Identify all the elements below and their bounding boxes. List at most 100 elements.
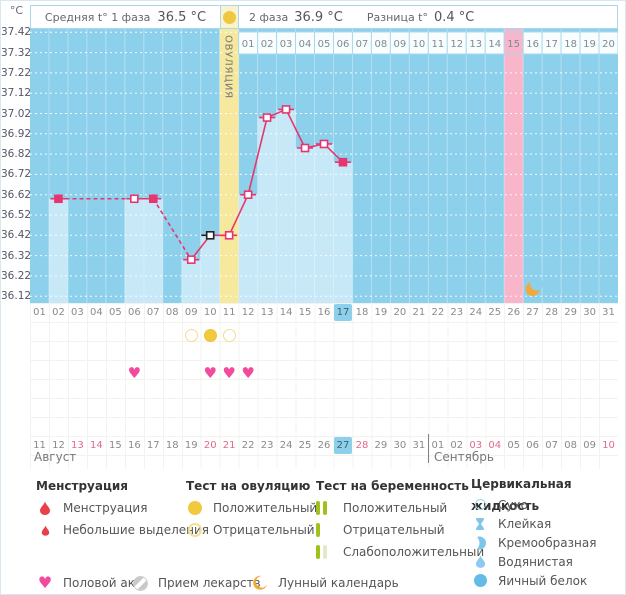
calendar-date: 27 — [333, 437, 353, 454]
legend-item: Водянистая — [471, 552, 625, 571]
y-axis-unit: °C — [9, 4, 23, 17]
legend-medication: Прием лекарств — [131, 573, 261, 593]
svg-text:10: 10 — [412, 39, 425, 50]
ovulation-header-cell — [220, 6, 239, 28]
cf-creamy-icon — [471, 536, 489, 550]
y-axis-tick: 36.12 — [1, 290, 32, 303]
calendar-date: 22 — [241, 440, 255, 451]
calendar-date: 13 — [71, 440, 84, 451]
legend-item-label: Небольшие выделения — [63, 523, 210, 537]
intercourse-heart-icon: ♥ — [222, 364, 236, 382]
legend-title: Тест на беременность — [316, 479, 469, 493]
legend-item: Отрицательный — [316, 519, 484, 541]
calendar-date: 26 — [317, 440, 331, 451]
ovulation-negative-icon — [186, 523, 204, 537]
svg-text:08: 08 — [375, 39, 388, 50]
pregnancy-positive-bars-icon — [316, 501, 334, 515]
svg-text:20: 20 — [602, 39, 615, 50]
y-axis-tick: 36.22 — [1, 269, 32, 282]
pregnancy-negative-bar-icon — [316, 523, 334, 537]
legend-item-label: Половой акт — [63, 576, 142, 590]
calendar-date: 19 — [184, 440, 198, 451]
avg-phase1-label: Средняя t° 1 фаза — [44, 10, 151, 24]
y-axis-tick: 36.82 — [1, 148, 32, 161]
svg-text:04: 04 — [299, 39, 312, 50]
calendar-date: 24 — [279, 440, 293, 451]
calendar-date: 07 — [545, 440, 558, 451]
cf-watery-icon — [471, 555, 489, 568]
cycle-day-label: 17 — [333, 304, 353, 321]
phase2-value: 36.9 °C — [294, 9, 343, 25]
cycle-day-label: 07 — [146, 307, 160, 318]
intercourse-heart-icon: ♥ — [203, 364, 217, 382]
cycle-day-label: 23 — [450, 307, 464, 318]
calendar-date: 10 — [602, 440, 615, 451]
cycle-day-label: 05 — [108, 307, 122, 318]
legend-item: Слабоположительный — [316, 541, 484, 563]
cycle-day-label: 27 — [526, 307, 540, 318]
diff-value: 0.4 °C — [434, 9, 475, 25]
y-axis-tick: 37.42 — [1, 26, 32, 39]
svg-text:19: 19 — [583, 39, 596, 50]
ovulation-positive-icon — [186, 501, 204, 515]
cycle-day-label: 11 — [222, 307, 236, 318]
legend-item-label: Сухо — [498, 497, 528, 512]
legend-item: Клейкая — [471, 514, 625, 533]
cycle-day-label: 08 — [165, 307, 179, 318]
calendar-date: 03 — [469, 440, 483, 451]
y-axis-tick: 37.32 — [1, 46, 32, 59]
svg-text:09: 09 — [394, 39, 407, 50]
legend-pregnancy-test: Тест на беременность Положительный Отриц… — [316, 475, 484, 563]
svg-text:16: 16 — [526, 39, 539, 50]
temperature-chart[interactable]: 01 02 03 04 05 06 07 08 09 10 11 12 13 14 15 16 17 18 19 20… — [30, 29, 618, 303]
svg-text:01: 01 — [242, 39, 255, 50]
month-label-august: Август — [34, 450, 77, 464]
ovulation-test-positive-icon — [201, 326, 220, 344]
calendar-date: 11 — [33, 440, 46, 451]
calendar-date: 08 — [564, 440, 577, 451]
pregnancy-faint-bars-icon — [316, 545, 334, 559]
calendar-date: 21 — [222, 440, 236, 451]
legend-item-label: Отрицательный — [343, 523, 445, 537]
svg-text:12: 12 — [450, 39, 463, 50]
cycle-day-label: 16 — [317, 307, 331, 318]
legend-item: Положительный — [186, 497, 317, 519]
legend-item: Яичный белок — [471, 571, 625, 590]
calendar-date: 12 — [52, 440, 65, 451]
legend-item: Сухо — [471, 495, 625, 514]
legend-item-label: Отрицательный — [213, 523, 315, 537]
y-axis-tick: 37.22 — [1, 66, 32, 79]
intercourse-heart-icon: ♥ — [37, 573, 53, 592]
legend-cervical-fluid: Цервикальная жидкость Сухо Клейкая Кремо… — [471, 473, 625, 590]
cycle-day-label: 22 — [431, 307, 445, 318]
cycle-day-label: 03 — [71, 307, 84, 318]
calendar-date: 14 — [90, 440, 103, 451]
cycle-day-label: 09 — [184, 307, 198, 318]
legend-title: Цервикальная жидкость — [471, 477, 572, 513]
legend-item-label: Кремообразная — [498, 535, 597, 550]
cycle-day-label: 15 — [298, 307, 312, 318]
y-axis-tick: 36.92 — [1, 127, 32, 140]
calendar-date: 17 — [146, 440, 160, 451]
cycle-day-label: 01 — [33, 307, 46, 318]
legend-item: Отрицательный — [186, 519, 317, 541]
legend-item-label: Слабоположительный — [343, 545, 485, 559]
ovulation-test-negative-icon — [182, 326, 201, 344]
diff-label: Разница t° — [366, 10, 428, 24]
cycle-day-row: 01 02 03 04 05 06 07 08 09 10 11 12 13 14 15 16 17 18 19 20… — [30, 304, 618, 321]
cycle-day-label: 25 — [488, 307, 502, 318]
bbt-curve-svg[interactable]: 01 02 03 04 05 06 07 08 09 10 11 12 13 14 15 16 17 18 19 20… — [30, 29, 618, 303]
cycle-day-label: 12 — [241, 307, 255, 318]
cycle-day-label: 30 — [583, 307, 596, 318]
chart-header: Средняя t° 1 фаза 36.5 °C 2 фаза 36.9 °C… — [30, 5, 618, 29]
y-axis-tick: 36.42 — [1, 229, 32, 242]
legend-item-label: Яичный белок — [498, 573, 588, 588]
legend-lunar-calendar: Лунный календарь — [251, 573, 399, 593]
cycle-day-label: 13 — [260, 307, 274, 318]
legend-title: Менструация — [36, 479, 128, 493]
y-axis-tick: 37.12 — [1, 87, 32, 100]
phase2-section: 2 фаза 36.9 °C Разница t° 0.4 °C — [239, 6, 617, 28]
cycle-day-label: 31 — [602, 307, 615, 318]
svg-text:05: 05 — [318, 39, 331, 50]
